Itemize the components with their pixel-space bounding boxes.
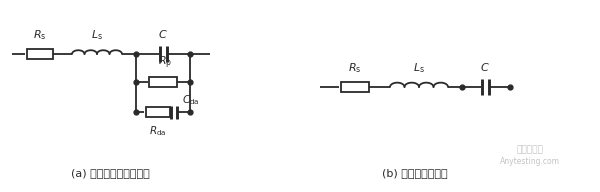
Bar — [146, 107, 170, 117]
Text: (b) 电容器简化模型: (b) 电容器简化模型 — [382, 168, 448, 178]
Text: $C$: $C$ — [480, 61, 490, 73]
Bar — [149, 77, 177, 87]
Bar — [27, 49, 53, 59]
Text: (a) 电容器实际等效电路: (a) 电容器实际等效电路 — [71, 168, 149, 178]
Text: $C$: $C$ — [158, 28, 168, 40]
Text: $L_\mathsf{s}$: $L_\mathsf{s}$ — [91, 28, 103, 42]
Bar — [341, 82, 369, 92]
Text: $R_\mathsf{da}$: $R_\mathsf{da}$ — [149, 124, 167, 138]
Text: $L_\mathsf{s}$: $L_\mathsf{s}$ — [413, 61, 425, 75]
Text: $R_\mathsf{s}$: $R_\mathsf{s}$ — [348, 61, 362, 75]
Text: $R_\mathsf{s}$: $R_\mathsf{s}$ — [33, 28, 47, 42]
Text: $C_\mathsf{da}$: $C_\mathsf{da}$ — [182, 93, 200, 107]
Text: $R_\mathsf{p}$: $R_\mathsf{p}$ — [158, 55, 172, 71]
Text: 嘉峪检测网: 嘉峪检测网 — [517, 146, 544, 155]
Text: Anytesting.com: Anytesting.com — [500, 157, 560, 166]
